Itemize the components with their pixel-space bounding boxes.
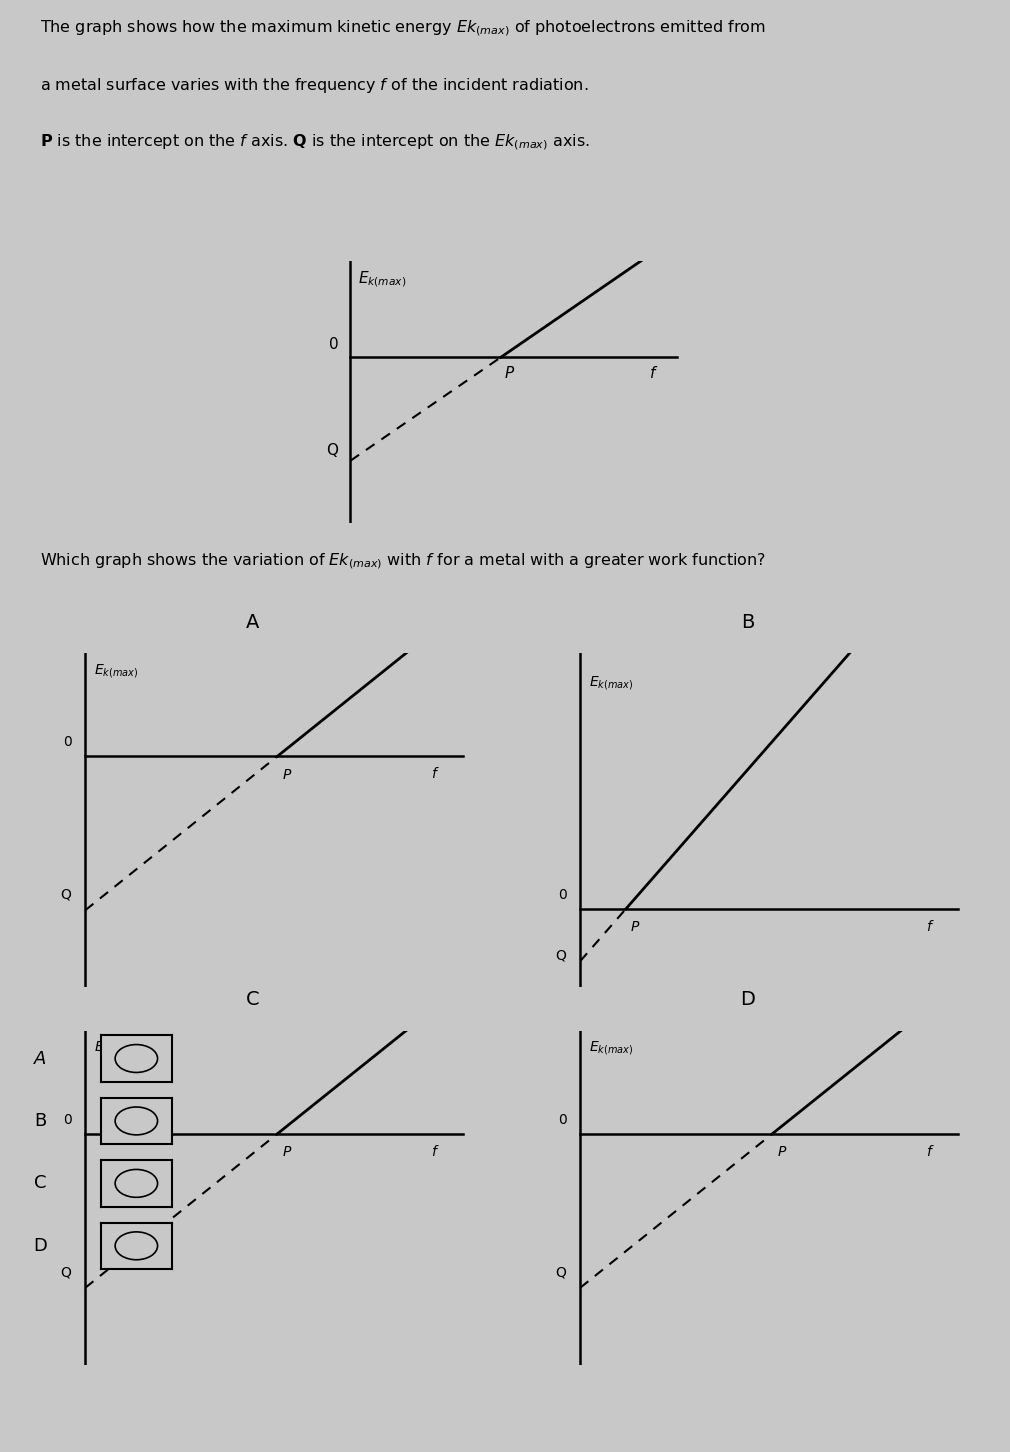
Text: P: P bbox=[282, 1146, 291, 1159]
Text: $f$: $f$ bbox=[926, 1144, 935, 1159]
Text: $\mathbf{P}$ is the intercept on the $f$ axis. $\mathbf{Q}$ is the intercept on : $\mathbf{P}$ is the intercept on the $f$… bbox=[40, 132, 590, 151]
Text: C: C bbox=[34, 1175, 46, 1192]
Text: $E_{k(max)}$: $E_{k(max)}$ bbox=[95, 1040, 138, 1057]
Text: A: A bbox=[245, 613, 260, 632]
Text: a metal surface varies with the frequency $f$ of the incident radiation.: a metal surface varies with the frequenc… bbox=[40, 76, 589, 94]
Text: P: P bbox=[282, 768, 291, 781]
Text: 0: 0 bbox=[558, 1112, 567, 1127]
Text: $f$: $f$ bbox=[431, 1144, 440, 1159]
Text: Q: Q bbox=[61, 887, 72, 902]
Text: P: P bbox=[630, 921, 639, 935]
Text: $f$: $f$ bbox=[926, 919, 935, 934]
Text: Q: Q bbox=[556, 1265, 567, 1279]
Text: $E_{k(max)}$: $E_{k(max)}$ bbox=[95, 662, 138, 680]
Text: $E_{k(max)}$: $E_{k(max)}$ bbox=[359, 269, 407, 289]
Text: $E_{k(max)}$: $E_{k(max)}$ bbox=[590, 1040, 633, 1057]
Text: P: P bbox=[505, 366, 514, 382]
Text: C: C bbox=[245, 990, 260, 1009]
Text: 0: 0 bbox=[329, 337, 338, 351]
Text: Which graph shows the variation of $Ek_{(max)}$ with $f$ for a metal with a grea: Which graph shows the variation of $Ek_{… bbox=[40, 552, 767, 571]
Text: A: A bbox=[34, 1050, 46, 1067]
Text: P: P bbox=[777, 1146, 786, 1159]
Text: $f$: $f$ bbox=[431, 767, 440, 781]
Text: Q: Q bbox=[61, 1265, 72, 1279]
Text: Q: Q bbox=[326, 443, 338, 457]
Text: The graph shows how the maximum kinetic energy $Ek_{(max)}$ of photoelectrons em: The graph shows how the maximum kinetic … bbox=[40, 19, 767, 38]
Text: 0: 0 bbox=[63, 1112, 72, 1127]
Text: D: D bbox=[740, 990, 754, 1009]
Text: B: B bbox=[34, 1112, 46, 1130]
Text: 0: 0 bbox=[558, 889, 567, 902]
Text: 0: 0 bbox=[63, 735, 72, 749]
Text: D: D bbox=[33, 1237, 47, 1255]
Text: $E_{k(max)}$: $E_{k(max)}$ bbox=[590, 674, 633, 691]
Text: Q: Q bbox=[556, 950, 567, 963]
Text: B: B bbox=[740, 613, 754, 632]
Text: $f$: $f$ bbox=[648, 364, 658, 380]
